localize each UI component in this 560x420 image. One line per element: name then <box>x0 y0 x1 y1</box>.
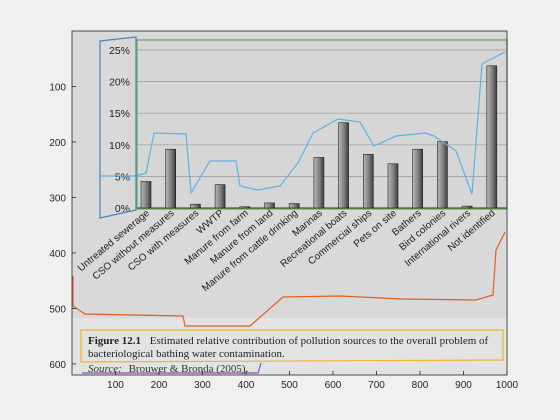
caption-source-label: Source: <box>88 363 122 375</box>
chart-bar <box>437 141 448 209</box>
chart-bar <box>140 181 152 209</box>
chart-bar <box>190 203 201 209</box>
chart-bar <box>412 148 424 209</box>
caption-source-text: Brouwer & Bronda (2005). <box>129 363 249 375</box>
red-orange-annotation-outline <box>72 231 506 327</box>
outer-y-tick-label: 500 <box>49 304 66 315</box>
chart-bar <box>165 148 176 209</box>
outer-x-tick-label: 100 <box>107 380 124 391</box>
outer-x-tick-label: 500 <box>281 380 298 391</box>
chart-y-tick-label: 25% <box>109 45 130 57</box>
chart-bar <box>362 153 374 209</box>
svg-text:Source: Brouwer & Bronda: Source: Brouwer & Bronda (2005). <box>88 363 249 375</box>
outer-y-tick-label: 600 <box>49 360 66 371</box>
outer-axes-ticks: 100 200 300 400 500 600 700 800 900 1000 100 200 300… <box>49 82 518 391</box>
outer-x-tick-label: 400 <box>238 380 255 391</box>
chart-bar <box>313 157 325 209</box>
chart-bar <box>387 163 399 209</box>
chart-bars <box>140 65 498 209</box>
chart-y-tick-label: 5% <box>115 171 130 183</box>
purple-source-underline <box>82 362 262 374</box>
chart-y-tick-label: 15% <box>109 108 130 120</box>
chart-bar <box>486 65 498 209</box>
outer-y-tick-label: 200 <box>49 138 66 149</box>
caption-background <box>72 318 507 375</box>
chart-y-tick-labels: 0%5%10%15%20%25% <box>109 45 130 215</box>
outer-y-tick-label: 100 <box>49 82 66 93</box>
orange-caption-box <box>80 329 504 363</box>
outer-y-tick-label: 300 <box>49 193 66 204</box>
outer-x-tick-label: 800 <box>412 380 429 391</box>
chart-bar <box>264 202 275 209</box>
outer-y-tick-label: 400 <box>49 249 66 260</box>
blue-annotation-box <box>99 36 137 219</box>
outer-x-tick-label: 700 <box>368 380 385 391</box>
chart-bar <box>214 184 226 209</box>
caption-figure-label: Figure 12.1 <box>88 335 141 347</box>
chart-y-tick-label: 10% <box>109 140 130 152</box>
outer-x-tick-label: 1000 <box>496 380 519 391</box>
light-blue-annotation-line <box>101 51 506 195</box>
svg-text:Figure 12.1 Estimated re: Figure 12.1 Estimated relative contribut… <box>88 335 489 347</box>
figure-caption: Figure 12.1 Estimated relative contribut… <box>88 335 489 375</box>
chart-bar <box>288 203 300 209</box>
outer-x-tick-label: 900 <box>455 380 472 391</box>
chart-y-tick-label: 20% <box>109 77 130 89</box>
outer-x-tick-label: 200 <box>151 380 168 391</box>
outer-x-tick-label: 600 <box>325 380 342 391</box>
chart-bar <box>338 122 349 209</box>
caption-line-2: bacteriological bathing water contaminat… <box>88 348 285 360</box>
outer-x-tick-label: 300 <box>194 380 211 391</box>
caption-line-1: Estimated relative contribution of pollu… <box>150 335 489 347</box>
chart-bar <box>239 206 251 209</box>
chart-bar <box>461 205 473 209</box>
